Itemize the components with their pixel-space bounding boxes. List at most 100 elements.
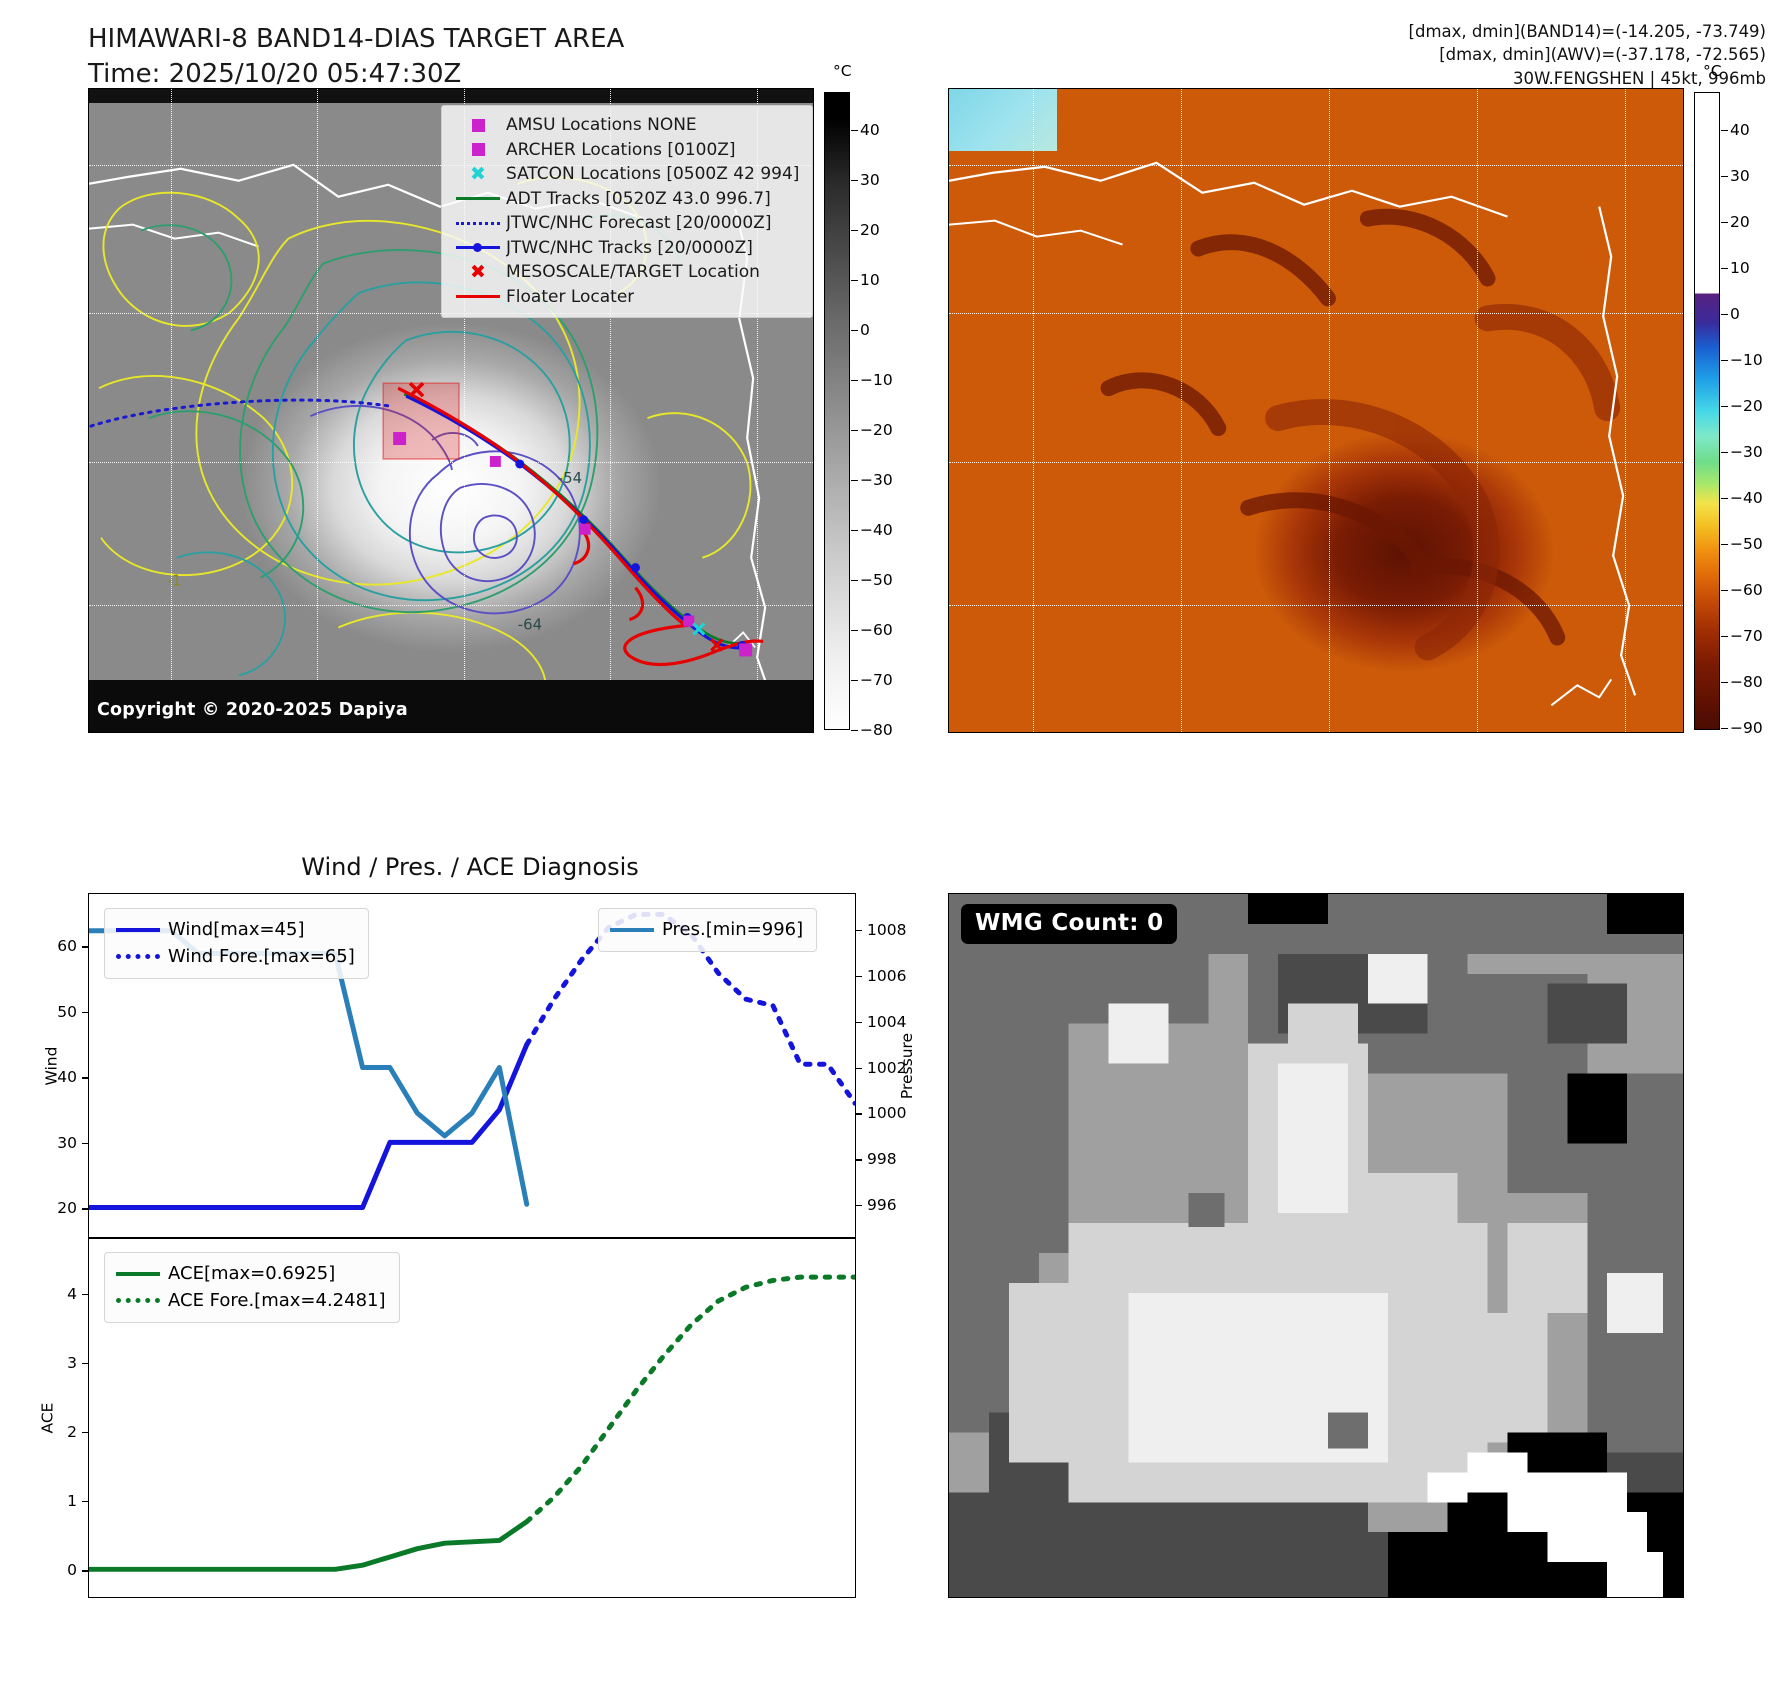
legend-label: ACE[max=0.6925] bbox=[168, 1263, 336, 1284]
gridline-lon-116 bbox=[464, 89, 465, 732]
cbar-tick: −90 bbox=[1721, 719, 1763, 737]
legend-item-pressure: Pres.[min=996] bbox=[610, 916, 803, 943]
cbar-tick: 20 bbox=[1721, 213, 1750, 231]
legend-item-wind: Wind[max=45] bbox=[116, 916, 355, 943]
wind-y-tick: 50 bbox=[57, 1002, 88, 1021]
band14-extrema: [dmax, dmin](BAND14)=(-14.205, -73.749) bbox=[1408, 22, 1766, 41]
x-marker-icon: ✖ bbox=[470, 162, 486, 185]
x-marker-icon: ✖ bbox=[470, 260, 486, 283]
wind-axis-label: Wind bbox=[42, 1046, 61, 1085]
cbar-tick: −60 bbox=[1721, 581, 1763, 599]
legend-item-jtwc-forecast: JTWC/NHC Forecast [20/0000Z] bbox=[450, 211, 804, 236]
gridline-lon-112 bbox=[171, 89, 172, 732]
legend-item-ace-forecast: ACE Fore.[max=4.2481] bbox=[116, 1287, 386, 1314]
cbar-tick: 10 bbox=[1721, 259, 1750, 277]
storm-summary: 30W.FENGSHEN | 45kt, 996mb bbox=[1513, 68, 1766, 88]
gridline-lat-16 bbox=[89, 605, 813, 606]
ir-colorbar bbox=[824, 92, 850, 730]
legend-label: Floater Locater bbox=[506, 286, 635, 307]
legend-item-archer: ARCHER Locations [0100Z] bbox=[450, 138, 804, 163]
ace-y-tick: 3 bbox=[67, 1353, 88, 1372]
awv-cold-cloud-region bbox=[949, 89, 1057, 151]
legend-item-mesoscale-target: ✖ MESOSCALE/TARGET Location bbox=[450, 260, 804, 285]
gridline-lon-120 bbox=[757, 89, 758, 732]
cbar-tick: 40 bbox=[851, 121, 880, 139]
legend-item-floater-locater: Floater Locater bbox=[450, 285, 804, 310]
svg-text:-64: -64 bbox=[518, 616, 542, 634]
legend-label: JTWC/NHC Forecast [20/0000Z] bbox=[506, 213, 772, 234]
ace-y-tick: 0 bbox=[67, 1561, 88, 1580]
cbar-tick: −50 bbox=[1721, 535, 1763, 553]
cbar-tick: 40 bbox=[1721, 121, 1750, 139]
gridline-lon-112 bbox=[1033, 89, 1034, 732]
legend-label: ARCHER Locations [0100Z] bbox=[506, 139, 736, 160]
gridline-lat-16 bbox=[949, 605, 1683, 606]
legend-label: Pres.[min=996] bbox=[662, 919, 804, 940]
cbar-tick: −30 bbox=[851, 471, 893, 489]
gridline-lon-114 bbox=[1181, 89, 1182, 732]
awv-satellite-panel[interactable]: 22°N 20°N 18°N 16°N 14°N 112°E 114°E 116… bbox=[948, 88, 1684, 733]
cbar-tick: −70 bbox=[1721, 627, 1763, 645]
cbar-tick: 0 bbox=[1721, 305, 1740, 323]
cbar-tick: 20 bbox=[851, 221, 880, 239]
solid-line-icon bbox=[450, 295, 506, 299]
legend-label: MESOSCALE/TARGET Location bbox=[506, 262, 760, 283]
pressure-y-tick: 996 bbox=[856, 1196, 897, 1215]
ir-colorbar-ticks: 40 30 20 10 0 −10 −20 −30 −40 −50 −60 −7… bbox=[850, 92, 893, 739]
gridline-lat-18 bbox=[949, 462, 1683, 463]
legend-item-ace: ACE[max=0.6925] bbox=[116, 1260, 386, 1287]
pressure-y-tick: 1002 bbox=[855, 1058, 907, 1077]
square-marker-icon bbox=[450, 143, 506, 157]
legend-label: SATCON Locations [0500Z 42 994] bbox=[506, 164, 800, 185]
wmg-panel[interactable]: WMG Count: 0 bbox=[948, 893, 1684, 1598]
pressure-y-tick: 998 bbox=[856, 1150, 897, 1169]
legend-label: ADT Tracks [0520Z 43.0 996.7] bbox=[506, 188, 771, 209]
legend-label: AMSU Locations NONE bbox=[506, 115, 697, 136]
legend-label: Wind[max=45] bbox=[168, 919, 305, 940]
cbar-tick: −80 bbox=[1721, 673, 1763, 691]
gridline-lat-22 bbox=[949, 165, 1683, 166]
wmg-raster-image bbox=[949, 894, 1683, 1597]
ir-colorbar-unit: °C bbox=[833, 62, 852, 80]
ir-map-legend: AMSU Locations NONE ARCHER Locations [01… bbox=[441, 105, 813, 318]
wind-chart-legend: Wind[max=45] Wind Fore.[max=65] bbox=[104, 908, 369, 979]
cbar-tick: −50 bbox=[851, 571, 893, 589]
cbar-tick: −60 bbox=[851, 621, 893, 639]
awv-texture-overlay bbox=[1100, 208, 1621, 661]
gridline-lat-18 bbox=[89, 462, 813, 463]
cbar-tick: 0 bbox=[851, 321, 870, 339]
legend-item-adt-tracks: ADT Tracks [0520Z 43.0 996.7] bbox=[450, 187, 804, 212]
gridline-lon-118 bbox=[1477, 89, 1478, 732]
cbar-tick: −40 bbox=[851, 521, 893, 539]
header-stats: [dmax, dmin](BAND14)=(-14.205, -73.749) … bbox=[1066, 20, 1766, 90]
cbar-tick: −40 bbox=[1721, 489, 1763, 507]
pressure-y-tick: 1004 bbox=[855, 1012, 907, 1031]
legend-label: Wind Fore.[max=65] bbox=[168, 946, 355, 967]
solid-line-icon bbox=[610, 927, 662, 932]
wind-y-tick: 30 bbox=[57, 1133, 88, 1152]
ir-satellite-panel[interactable]: -54 -64 -1 bbox=[88, 88, 814, 733]
solid-line-icon bbox=[450, 197, 506, 201]
legend-label: ACE Fore.[max=4.2481] bbox=[168, 1290, 386, 1311]
copyright-text: Copyright © 2020-2025 Dapiya bbox=[97, 700, 408, 720]
awv-colorbar bbox=[1694, 92, 1720, 730]
diagnosis-title: Wind / Pres. / ACE Diagnosis bbox=[301, 853, 639, 881]
legend-item-satcon: ✖ SATCON Locations [0500Z 42 994] bbox=[450, 162, 804, 187]
awv-extrema: [dmax, dmin](AWV)=(-37.178, -72.565) bbox=[1439, 45, 1766, 65]
solid-line-icon bbox=[116, 1271, 168, 1276]
pressure-chart-legend: Pres.[min=996] bbox=[598, 908, 818, 952]
wmg-count-badge: WMG Count: 0 bbox=[961, 904, 1178, 944]
square-marker-icon bbox=[450, 118, 506, 132]
legend-label: JTWC/NHC Tracks [20/0000Z] bbox=[506, 237, 753, 258]
gridline-lon-114 bbox=[317, 89, 318, 732]
gridline-lon-118 bbox=[610, 89, 611, 732]
legend-item-wind-forecast: Wind Fore.[max=65] bbox=[116, 943, 355, 970]
cbar-tick: −10 bbox=[1721, 351, 1763, 369]
ace-axis-label: ACE bbox=[38, 1402, 57, 1434]
solid-line-icon bbox=[116, 927, 168, 932]
svg-text:-54: -54 bbox=[558, 469, 582, 487]
ace-y-tick: 1 bbox=[67, 1492, 88, 1510]
ace-y-tick: 2 bbox=[67, 1422, 88, 1441]
dotted-line-icon bbox=[116, 954, 168, 959]
svg-text:-1: -1 bbox=[167, 572, 182, 590]
